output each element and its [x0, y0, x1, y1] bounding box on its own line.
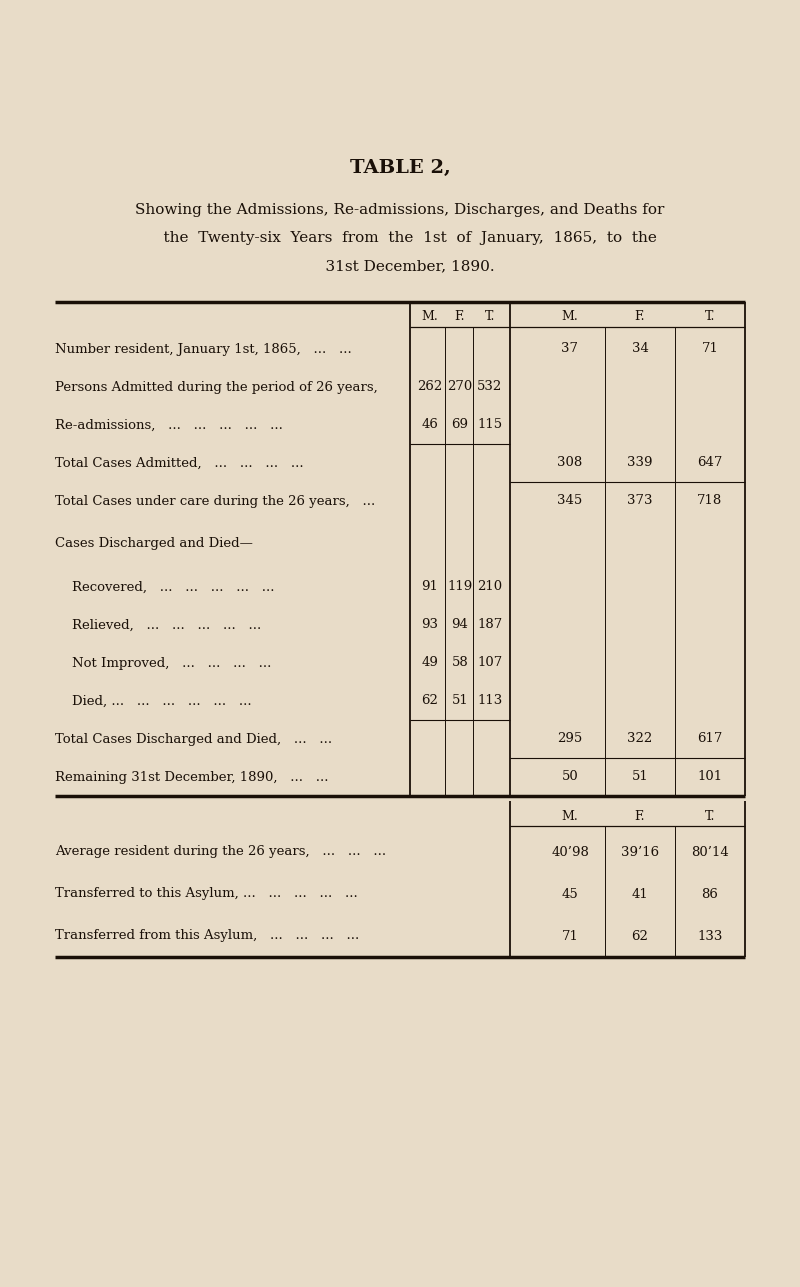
Text: 45: 45 — [562, 888, 578, 901]
Text: TABLE 2,: TABLE 2, — [350, 160, 450, 178]
Text: M.: M. — [562, 810, 578, 822]
Text: Total Cases Admitted,   ...   ...   ...   ...: Total Cases Admitted, ... ... ... ... — [55, 457, 304, 470]
Text: Relieved,   ...   ...   ...   ...   ...: Relieved, ... ... ... ... ... — [55, 619, 262, 632]
Text: 50: 50 — [562, 771, 578, 784]
Text: 51: 51 — [632, 771, 648, 784]
Text: F.: F. — [634, 810, 646, 822]
Text: 187: 187 — [478, 619, 502, 632]
Text: Total Cases under care during the 26 years,   ...: Total Cases under care during the 26 yea… — [55, 494, 375, 507]
Text: 262: 262 — [418, 381, 442, 394]
Text: 49: 49 — [422, 656, 438, 669]
Text: Not Improved,   ...   ...   ...   ...: Not Improved, ... ... ... ... — [55, 656, 271, 669]
Text: 91: 91 — [422, 580, 438, 593]
Text: Recovered,   ...   ...   ...   ...   ...: Recovered, ... ... ... ... ... — [55, 580, 274, 593]
Text: 31st December, 1890.: 31st December, 1890. — [306, 259, 494, 273]
Text: 295: 295 — [558, 732, 582, 745]
Text: 308: 308 — [558, 457, 582, 470]
Text: 133: 133 — [698, 929, 722, 942]
Text: 41: 41 — [632, 888, 648, 901]
Text: 270: 270 — [447, 381, 473, 394]
Text: 62: 62 — [422, 695, 438, 708]
Text: the  Twenty-six  Years  from  the  1st  of  January,  1865,  to  the: the Twenty-six Years from the 1st of Jan… — [143, 230, 657, 245]
Text: 71: 71 — [702, 342, 718, 355]
Text: 39’16: 39’16 — [621, 846, 659, 858]
Text: Transferred from this Asylum,   ...   ...   ...   ...: Transferred from this Asylum, ... ... ..… — [55, 929, 359, 942]
Text: 617: 617 — [698, 732, 722, 745]
Text: 94: 94 — [451, 619, 469, 632]
Text: 210: 210 — [478, 580, 502, 593]
Text: 115: 115 — [478, 418, 502, 431]
Text: 345: 345 — [558, 494, 582, 507]
Text: 40’98: 40’98 — [551, 846, 589, 858]
Text: T.: T. — [705, 810, 715, 822]
Text: 93: 93 — [422, 619, 438, 632]
Text: 51: 51 — [452, 695, 468, 708]
Text: 322: 322 — [627, 732, 653, 745]
Text: Number resident, January 1st, 1865,   ...   ...: Number resident, January 1st, 1865, ... … — [55, 342, 352, 355]
Text: 119: 119 — [447, 580, 473, 593]
Text: Died, ...   ...   ...   ...   ...   ...: Died, ... ... ... ... ... ... — [55, 695, 252, 708]
Text: Persons Admitted during the period of 26 years,: Persons Admitted during the period of 26… — [55, 381, 378, 394]
Text: Cases Discharged and Died—: Cases Discharged and Died— — [55, 538, 253, 551]
Text: 373: 373 — [627, 494, 653, 507]
Text: 101: 101 — [698, 771, 722, 784]
Text: 107: 107 — [478, 656, 502, 669]
Text: 339: 339 — [627, 457, 653, 470]
Text: 532: 532 — [478, 381, 502, 394]
Text: 647: 647 — [698, 457, 722, 470]
Text: Showing the Admissions, Re-admissions, Discharges, and Deaths for: Showing the Admissions, Re-admissions, D… — [135, 203, 665, 218]
Text: Total Cases Discharged and Died,   ...   ...: Total Cases Discharged and Died, ... ... — [55, 732, 332, 745]
Text: M.: M. — [562, 309, 578, 323]
Text: 69: 69 — [451, 418, 469, 431]
Text: 58: 58 — [452, 656, 468, 669]
Text: F.: F. — [634, 309, 646, 323]
Text: 34: 34 — [631, 342, 649, 355]
Text: Re-admissions,   ...   ...   ...   ...   ...: Re-admissions, ... ... ... ... ... — [55, 418, 283, 431]
Text: Remaining 31st December, 1890,   ...   ...: Remaining 31st December, 1890, ... ... — [55, 771, 329, 784]
Text: 113: 113 — [478, 695, 502, 708]
Text: 86: 86 — [702, 888, 718, 901]
Text: F.: F. — [454, 309, 466, 323]
Text: M.: M. — [422, 309, 438, 323]
Text: 71: 71 — [562, 929, 578, 942]
Text: T.: T. — [485, 309, 495, 323]
Text: 718: 718 — [698, 494, 722, 507]
Text: 37: 37 — [562, 342, 578, 355]
Text: 80’14: 80’14 — [691, 846, 729, 858]
Text: Average resident during the 26 years,   ...   ...   ...: Average resident during the 26 years, ..… — [55, 846, 386, 858]
Text: T.: T. — [705, 309, 715, 323]
Text: 46: 46 — [422, 418, 438, 431]
Text: 62: 62 — [631, 929, 649, 942]
Text: Transferred to this Asylum, ...   ...   ...   ...   ...: Transferred to this Asylum, ... ... ... … — [55, 888, 358, 901]
